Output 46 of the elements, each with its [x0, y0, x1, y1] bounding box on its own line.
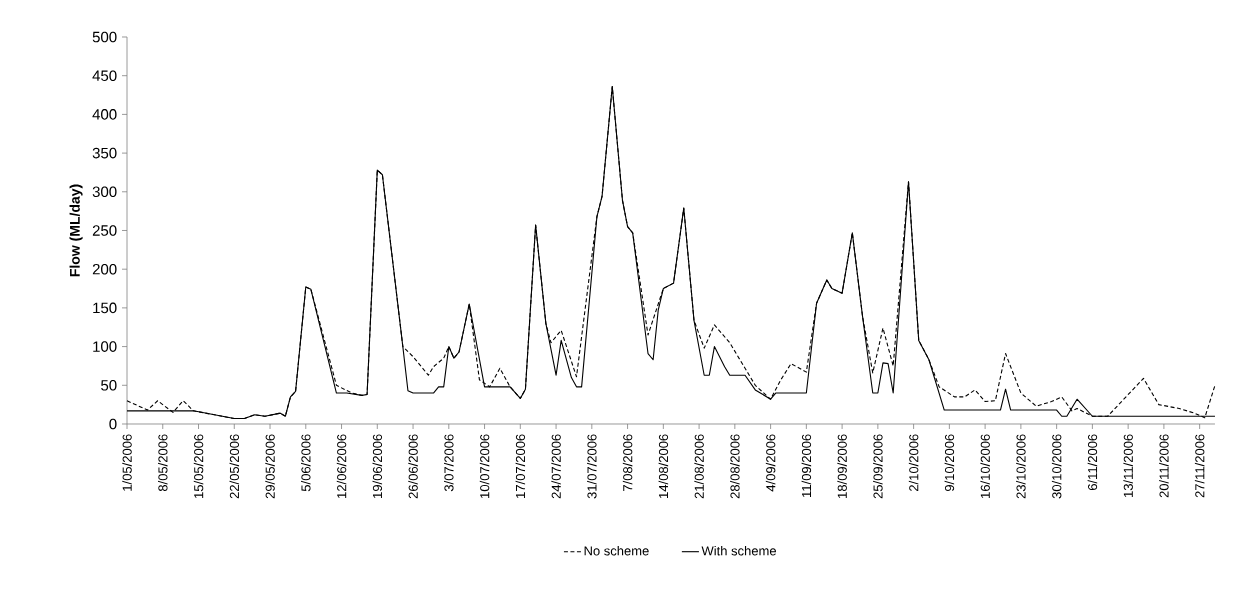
- x-tick-label: 11/09/2006: [801, 434, 812, 497]
- x-tick-label: 14/08/2006: [658, 434, 669, 498]
- y-tick-label: 200: [92, 263, 117, 275]
- legend-label: With scheme: [701, 545, 777, 556]
- x-tick-label: 20/11/2006: [1159, 434, 1169, 498]
- x-tick-label: 3/07/2006: [444, 434, 454, 492]
- x-tick-label: 22/05/2006: [229, 434, 240, 499]
- x-tick-label: 18/09/2006: [837, 434, 847, 498]
- x-tick-label: 28/08/2006: [730, 434, 740, 499]
- x-tick-label: 8/05/2006: [157, 434, 168, 492]
- x-tick-label: 10/07/2006: [479, 434, 490, 498]
- x-tick-label: 1/05/2006: [122, 434, 132, 491]
- x-tick-label: 15/05/2006: [193, 434, 204, 498]
- y-tick-label: 0: [109, 418, 117, 430]
- y-tick-label: 250: [92, 225, 117, 236]
- x-tick-label: 30/10/2006: [1051, 434, 1062, 499]
- x-tick-label: 6/11/2006: [1087, 434, 1098, 491]
- legend-label: No scheme: [584, 545, 649, 556]
- y-tick-label: 150: [93, 302, 117, 314]
- x-tick-label: 24/07/2006: [551, 434, 561, 499]
- x-tick-label: 27/11/2006: [1194, 434, 1205, 498]
- y-tick-label: 300: [92, 186, 117, 198]
- x-tick-label: 17/07/2006: [515, 434, 526, 498]
- x-tick-label: 25/09/2006: [873, 434, 883, 499]
- y-tick-label: 350: [92, 147, 117, 159]
- y-tick-label: 400: [92, 109, 117, 120]
- x-tick-label: 2/10/2006: [908, 434, 919, 492]
- x-tick-label: 7/08/2006: [622, 434, 633, 492]
- y-axis-title: Flow (ML/day): [69, 184, 83, 277]
- x-tick-label: 16/10/2006: [980, 434, 990, 498]
- x-tick-label: 23/10/2006: [1016, 434, 1026, 499]
- x-tick-label: 13/11/2006: [1123, 434, 1133, 497]
- x-tick-label: 26/06/2006: [408, 434, 418, 499]
- x-tick-label: 21/08/2006: [694, 434, 704, 499]
- x-tick-label: 12/06/2006: [336, 434, 347, 498]
- x-tick-label: 31/07/2006: [587, 434, 597, 499]
- line-series: [126, 85, 1216, 420]
- x-tick-label: 29/05/2006: [265, 434, 275, 499]
- y-tick-label: 450: [92, 70, 117, 81]
- x-tick-label: 5/06/2006: [301, 434, 311, 492]
- y-tick-label: 500: [92, 31, 117, 43]
- x-tick-label: 19/06/2006: [372, 434, 383, 498]
- y-tick-label: 50: [101, 379, 117, 391]
- x-tick-label: 9/10/2006: [944, 434, 955, 492]
- x-tick-label: 4/09/2006: [765, 434, 776, 492]
- y-tick-label: 100: [93, 341, 117, 352]
